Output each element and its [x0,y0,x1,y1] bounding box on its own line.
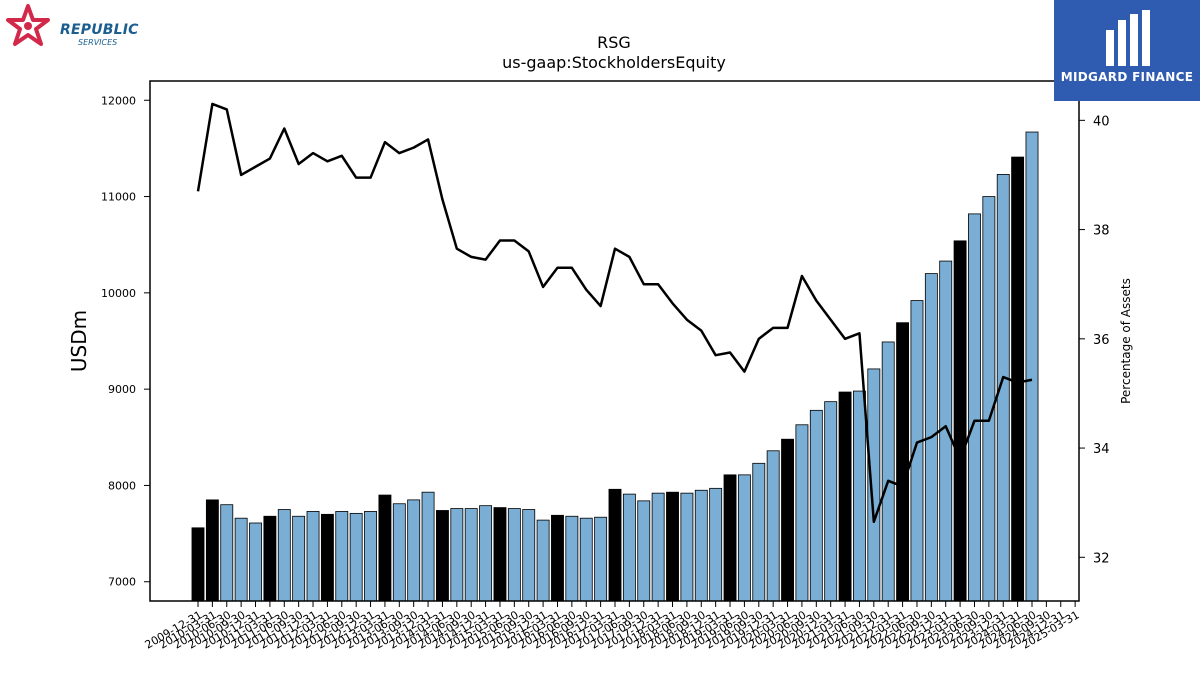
equity-bar [838,391,852,602]
equity-bar [910,300,924,602]
equity-bar [349,512,363,602]
equity-bar [464,508,478,602]
equity-bar [781,438,794,602]
equity-bar [694,489,708,602]
chart-title: RSG [597,33,631,52]
y-tick-label: 7000 [108,576,136,589]
equity-bar [292,515,306,602]
y2-tick-label: 40 [1093,114,1110,129]
equity-bar [522,509,536,602]
equity-bar [249,522,262,602]
y-tick-label: 10000 [101,287,136,300]
equity-bar [507,508,521,602]
equity-bar [1025,131,1039,602]
company-name: REPUBLIC [60,22,139,38]
equity-bar [968,213,981,602]
equity-bar [320,513,334,602]
equity-bar [752,462,766,602]
equity-bar [666,491,679,602]
equity-bar [277,509,291,602]
y2-tick-label: 38 [1093,224,1110,239]
company-logo: REPUBLIC SERVICES [4,4,144,54]
equity-bar [407,499,421,602]
equity-bar [364,511,377,602]
equity-bar [220,504,234,602]
equity-bar [263,515,277,602]
equity-bar [709,487,723,602]
y-tick-label: 11000 [101,191,136,204]
equity-bar [896,322,910,602]
equity-bar [608,488,622,602]
equity-bar [853,390,866,602]
equity-bar [234,517,248,602]
equity-bar [579,517,593,602]
equity-bar [824,401,838,602]
y2-tick-label: 34 [1093,442,1110,457]
midgard-logo-icon [1106,10,1150,66]
equity-bar [939,260,953,602]
equity-bar [795,424,809,602]
equity-bar [680,492,694,602]
equity-bar [953,240,967,602]
equity-bar [191,527,205,602]
equity-bar [881,341,895,602]
equity-bar [205,499,219,602]
y-tick-label: 9000 [108,383,136,396]
equity-bar [436,510,449,602]
equity-bar [982,196,996,602]
equity-bar [723,474,737,602]
equity-bar [766,450,780,602]
equity-bar [1011,156,1025,602]
company-tagline: SERVICES [78,38,118,47]
equity-bar [637,500,651,602]
y2-axis-label: Percentage of Assets [1119,278,1133,404]
equity-bar [594,516,608,602]
equity-bar [867,368,881,602]
y-tick-label: 8000 [108,479,136,492]
watermark-logo: MIDGARD FINANCE [1054,0,1200,101]
equity-bar [450,508,464,602]
y-axis-label: USDm [67,310,91,372]
equity-bar [651,492,665,602]
plot-frame [149,80,1080,602]
y-tick-label: 12000 [101,94,136,107]
equity-bar [335,511,349,602]
equity-bar [306,511,320,602]
equity-bar [809,409,823,602]
equity-bar [378,494,392,602]
equity-bar [622,493,636,602]
equity-bar [421,491,435,602]
equity-bar [737,474,751,602]
y2-tick-label: 36 [1093,333,1110,348]
chart-subtitle: us-gaap:StockholdersEquity [502,53,726,72]
equity-bar [536,519,550,602]
equity-bar [392,503,406,602]
percentage-of-assets-line [196,102,1033,524]
watermark-text: MIDGARD FINANCE [1060,70,1194,84]
equity-bar [479,505,493,602]
star-icon [6,4,50,46]
equity-bar [493,507,507,602]
equity-bar [565,515,579,602]
y2-tick-label: 32 [1093,551,1110,566]
equity-bar [551,514,564,602]
